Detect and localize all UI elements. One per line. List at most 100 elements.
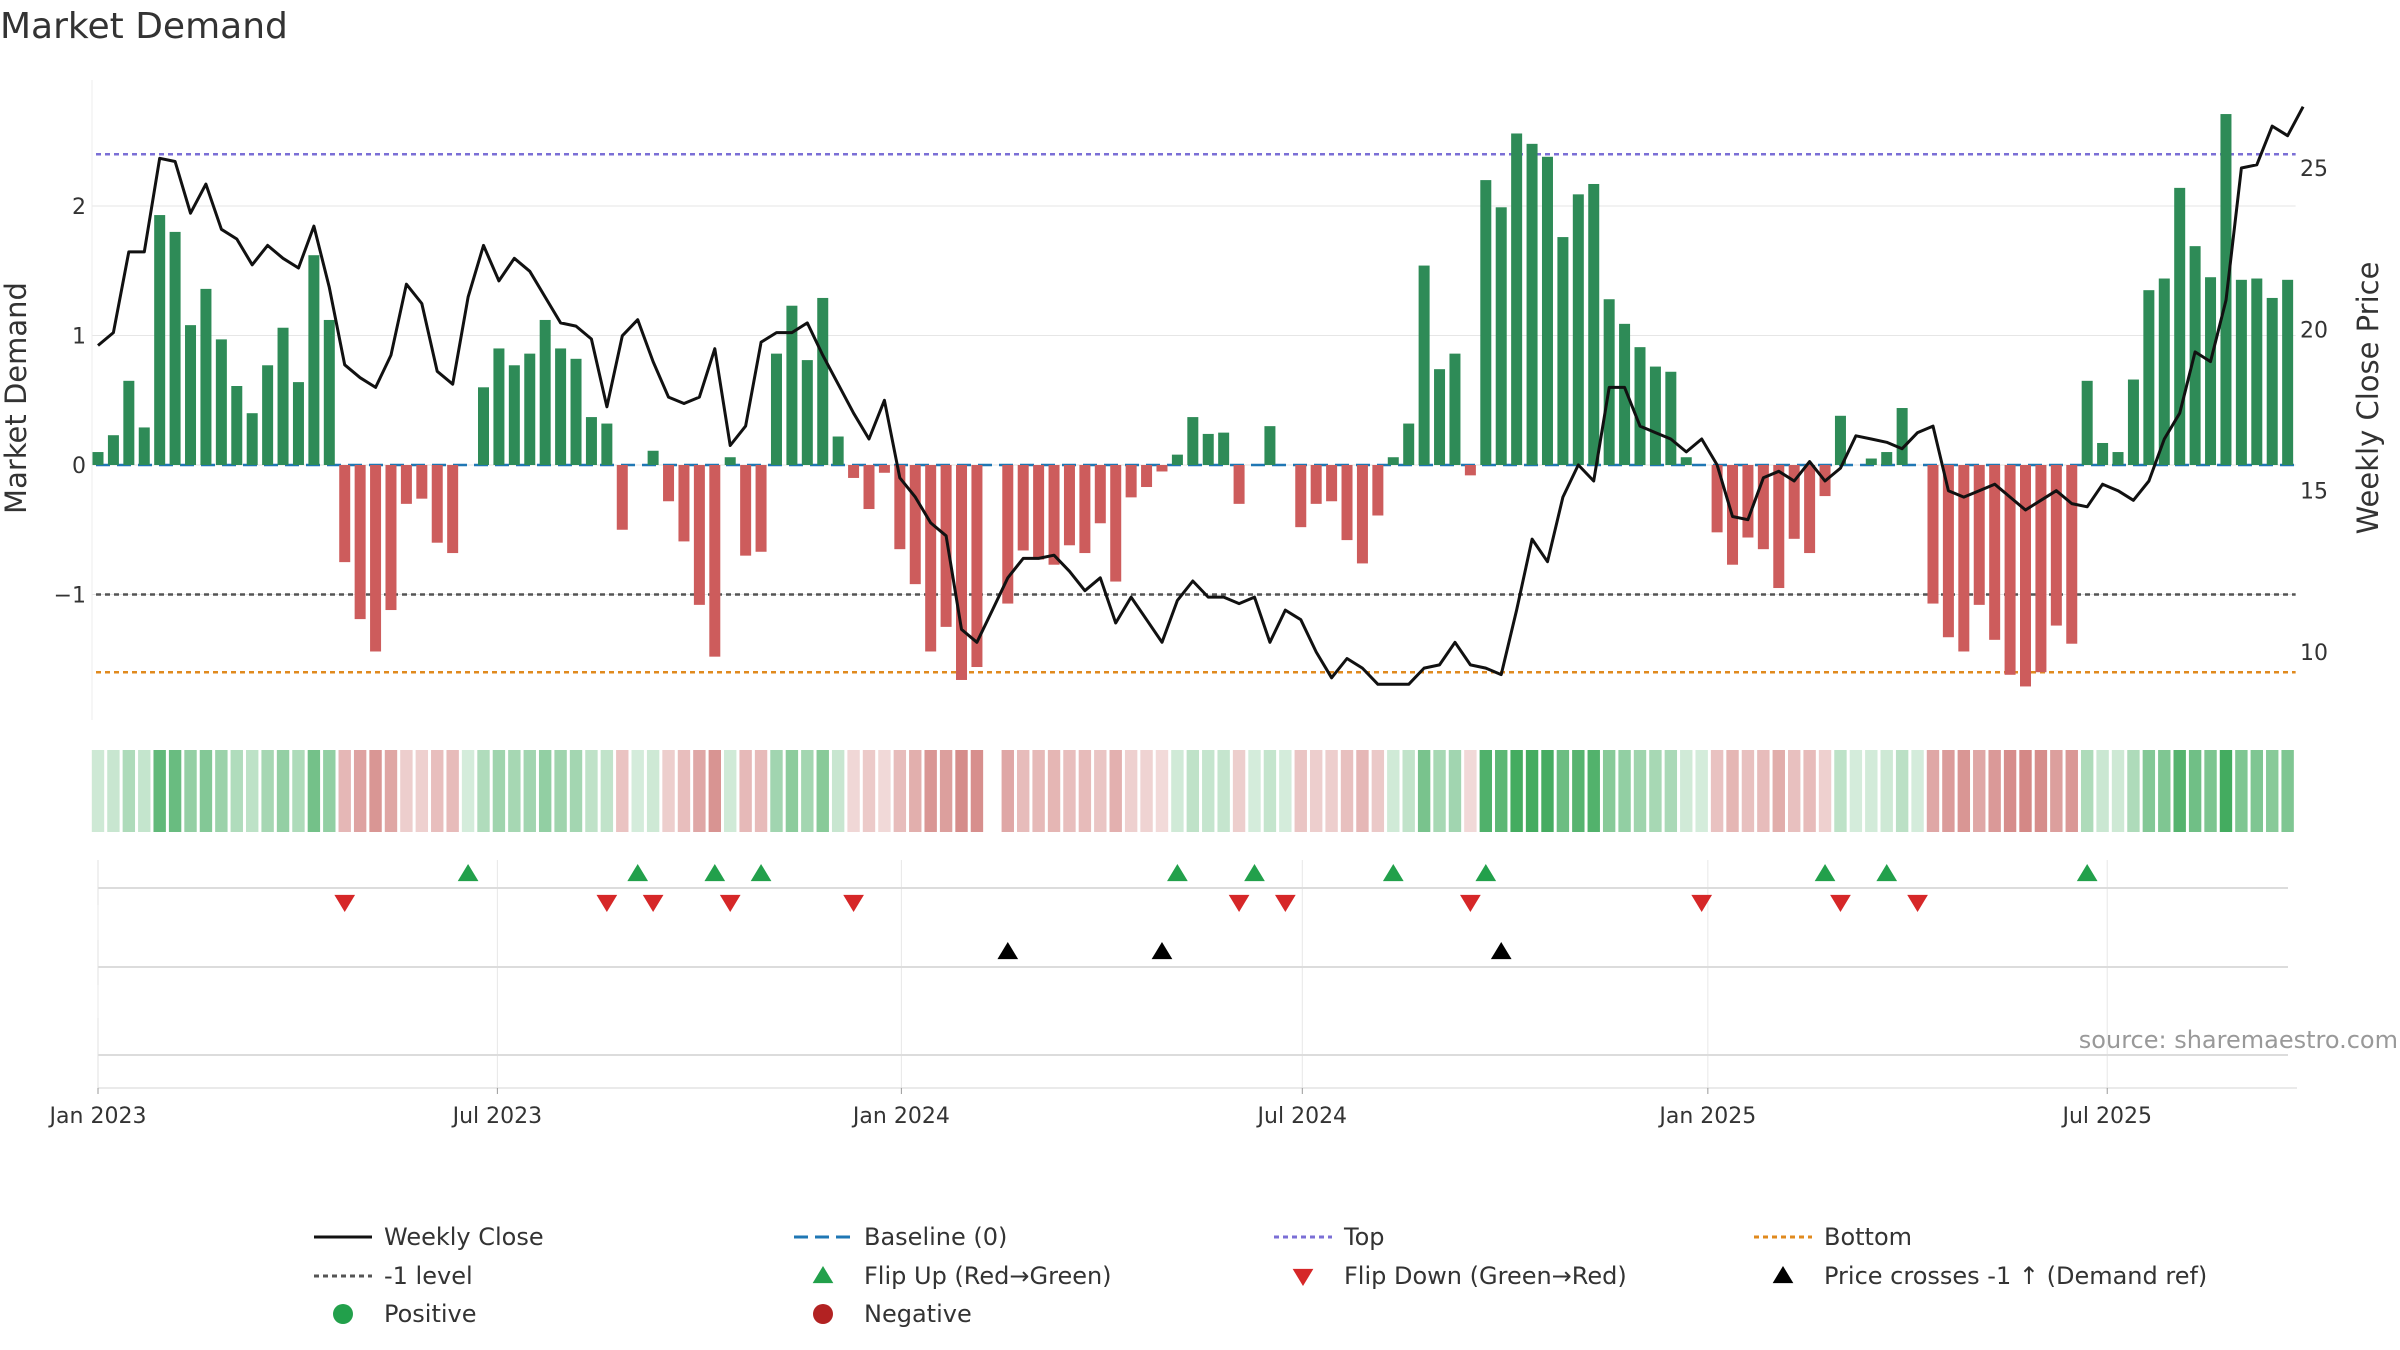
strip-cell [153, 750, 166, 832]
demand-bar [493, 348, 505, 465]
demand-bar [2020, 465, 2031, 687]
demand-bar [524, 353, 536, 465]
strip-cell [554, 750, 567, 832]
flip-down-marker [1274, 894, 1296, 912]
strip-cell [138, 750, 151, 832]
strip-cell [122, 750, 136, 832]
demand-bar [1588, 183, 1600, 466]
strip-cell [276, 750, 290, 832]
demand-bar [1017, 465, 1029, 551]
demand-bar [1341, 465, 1353, 541]
strip-cell [1988, 750, 2001, 832]
demand-bar [1958, 465, 1970, 652]
strip-cell [1957, 750, 1971, 832]
demand-bars [92, 114, 2294, 687]
strip-cell [1356, 750, 1369, 832]
demand-bar [1063, 465, 1075, 546]
strip-cell [2173, 750, 2186, 832]
price-cross-marker [997, 942, 1019, 960]
strip-cell [2188, 750, 2202, 832]
flip-up-marker [627, 864, 649, 882]
strip-cell [1140, 750, 1153, 832]
demand-bar [508, 365, 520, 465]
demand-bar [478, 387, 489, 465]
strip-cell [2281, 750, 2294, 832]
demand-bar [1094, 465, 1106, 524]
demand-bar [308, 255, 320, 465]
strip-cell [1155, 750, 1169, 832]
strip-cell [2111, 750, 2125, 832]
strip-cell [508, 750, 521, 832]
flip-up-marker [750, 864, 772, 882]
demand-bar [909, 465, 921, 585]
strip-cell [2034, 750, 2048, 832]
strip-cell [261, 750, 274, 832]
y-tick-label: 1 [72, 325, 86, 350]
demand-bar [154, 215, 166, 465]
demand-bar [539, 319, 551, 465]
demand-bar [2066, 465, 2078, 644]
demand-color-strip [91, 750, 2294, 832]
demand-bar [1141, 465, 1153, 488]
strip-cell [461, 750, 475, 832]
demand-bar [956, 465, 968, 680]
demand-bar [1526, 143, 1538, 465]
demand-bar [1125, 465, 1137, 498]
strip-cell [1865, 750, 1878, 832]
demand-bar [215, 339, 227, 465]
legend-swatch-circle [333, 1304, 353, 1324]
strip-cell [646, 750, 660, 832]
strip-cell [2127, 750, 2140, 832]
demand-bar [2158, 278, 2170, 465]
demand-bar [1603, 299, 1615, 465]
strip-cell [816, 750, 829, 832]
strip-cell [1171, 750, 1184, 832]
demand-bar [2266, 297, 2278, 465]
legend-label: Flip Up (Red→Green) [864, 1262, 1112, 1290]
demand-bar [1356, 465, 1368, 564]
demand-bar [1572, 194, 1584, 465]
demand-bar [92, 452, 104, 465]
flip-down-marker [1691, 894, 1713, 912]
strip-cell [2266, 750, 2279, 832]
strip-cell [1217, 750, 1230, 832]
demand-bar [1634, 347, 1646, 465]
strip-cell [230, 750, 243, 832]
demand-bar [1202, 433, 1214, 465]
demand-bar [1033, 465, 1045, 560]
demand-bar [678, 465, 690, 542]
demand-bar [2251, 278, 2263, 465]
strip-cell [2142, 750, 2156, 832]
demand-bar [1973, 465, 1985, 605]
flip-down-marker [719, 894, 741, 912]
strip-cell [415, 750, 429, 832]
flip-down-marker [1228, 894, 1250, 912]
demand-bar [1464, 465, 1476, 476]
legend-label: -1 level [384, 1262, 473, 1290]
chart-title: Market Demand [0, 6, 288, 47]
strip-cell [2219, 750, 2233, 832]
strip-cell [1695, 750, 1708, 832]
strip-cell [400, 750, 413, 832]
demand-bar [385, 465, 397, 611]
demand-bar [370, 465, 382, 652]
strip-cell [1248, 750, 1261, 832]
strip-cell [831, 750, 845, 832]
strip-cell [538, 750, 552, 832]
strip-cell [970, 750, 984, 832]
demand-bar [1048, 465, 1060, 565]
strip-cell [770, 750, 783, 832]
strip-cell [184, 750, 197, 832]
demand-bar [601, 423, 613, 465]
demand-bar [1665, 371, 1677, 465]
strip-cell [199, 750, 213, 832]
demand-bar [1942, 465, 1954, 638]
strip-cell [662, 750, 675, 832]
demand-bar [1372, 465, 1384, 516]
strip-cell [1325, 750, 1338, 832]
strip-cell [739, 750, 752, 832]
demand-bar [1495, 207, 1507, 466]
demand-bar [2035, 465, 2047, 673]
demand-bar [339, 465, 351, 563]
demand-bar [123, 380, 135, 465]
